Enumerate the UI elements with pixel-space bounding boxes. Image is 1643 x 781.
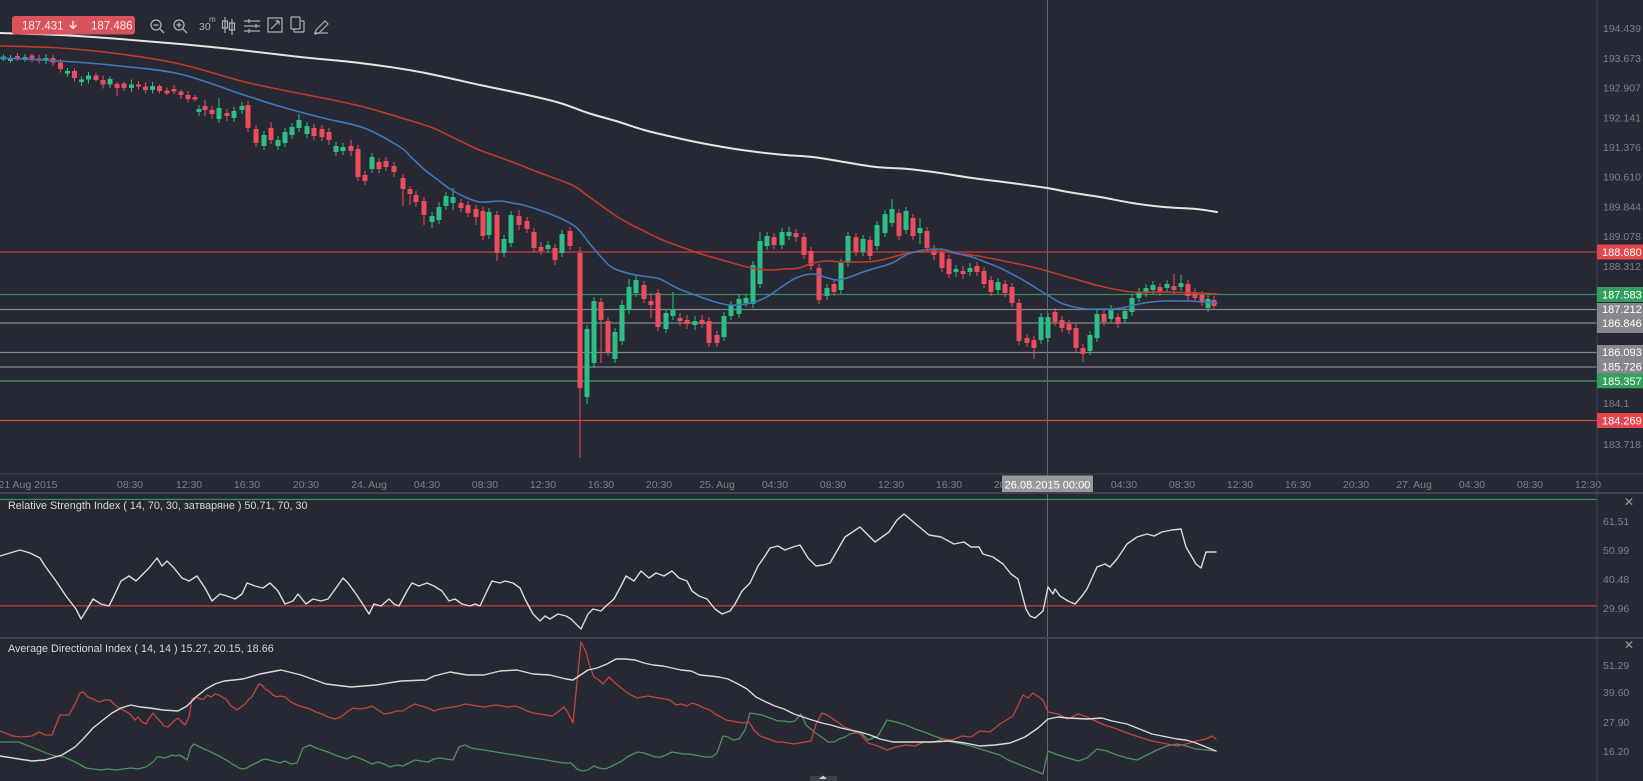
- svg-text:12:30: 12:30: [878, 479, 904, 491]
- svg-text:186.093: 186.093: [1602, 347, 1642, 359]
- svg-text:Average Directional Index ( 14: Average Directional Index ( 14, 14 ) 15.…: [8, 643, 274, 655]
- svg-text:08:30: 08:30: [117, 479, 143, 491]
- svg-text:26.08.2015 00:00: 26.08.2015 00:00: [1005, 480, 1091, 492]
- svg-text:61.51: 61.51: [1603, 516, 1629, 528]
- svg-text:187.486: 187.486: [91, 21, 133, 33]
- svg-text:188.680: 188.680: [1602, 247, 1642, 259]
- svg-text:08:30: 08:30: [1169, 479, 1195, 491]
- svg-text:16:30: 16:30: [1285, 479, 1311, 491]
- svg-text:12:30: 12:30: [1575, 479, 1601, 491]
- svg-text:08:30: 08:30: [820, 479, 846, 491]
- svg-text:24. Aug: 24. Aug: [351, 479, 387, 491]
- svg-text:20:30: 20:30: [1343, 479, 1369, 491]
- svg-text:27. Aug: 27. Aug: [1396, 479, 1432, 491]
- svg-text:20:30: 20:30: [646, 479, 672, 491]
- svg-text:29.96: 29.96: [1603, 603, 1629, 615]
- svg-text:12:30: 12:30: [1227, 479, 1253, 491]
- svg-text:185.357: 185.357: [1602, 376, 1642, 388]
- svg-text:192.141: 192.141: [1603, 112, 1641, 124]
- svg-text:192.907: 192.907: [1603, 83, 1641, 95]
- svg-text:187.431: 187.431: [22, 21, 64, 33]
- svg-text:190.610: 190.610: [1603, 172, 1641, 184]
- svg-text:08:30: 08:30: [472, 479, 498, 491]
- svg-text:187.583: 187.583: [1602, 290, 1642, 302]
- svg-text:39.60: 39.60: [1603, 687, 1629, 699]
- svg-text:51.29: 51.29: [1603, 660, 1629, 672]
- svg-text:184.1: 184.1: [1603, 398, 1629, 410]
- svg-text:187.212: 187.212: [1602, 304, 1642, 316]
- svg-text:04:30: 04:30: [414, 479, 440, 491]
- svg-text:16:30: 16:30: [234, 479, 260, 491]
- svg-text:16:30: 16:30: [936, 479, 962, 491]
- svg-text:Relative Strength Index ( 14,: Relative Strength Index ( 14, 70, 30, за…: [8, 500, 307, 512]
- svg-text:186.846: 186.846: [1602, 318, 1642, 330]
- svg-text:08:30: 08:30: [1517, 479, 1543, 491]
- svg-text:04:30: 04:30: [1111, 479, 1137, 491]
- svg-text:30: 30: [199, 21, 211, 33]
- svg-text:50.99: 50.99: [1603, 545, 1629, 557]
- svg-text:✕: ✕: [1624, 638, 1634, 652]
- svg-text:188.312: 188.312: [1603, 261, 1641, 273]
- svg-text:189.844: 189.844: [1603, 201, 1641, 213]
- svg-text:191.376: 191.376: [1603, 142, 1641, 154]
- svg-text:✕: ✕: [1624, 495, 1634, 509]
- svg-text:04:30: 04:30: [762, 479, 788, 491]
- svg-text:16.20: 16.20: [1603, 746, 1629, 758]
- svg-text:185.726: 185.726: [1602, 362, 1642, 374]
- svg-text:04:30: 04:30: [1459, 479, 1485, 491]
- svg-text:40.48: 40.48: [1603, 574, 1629, 586]
- svg-text:20:30: 20:30: [293, 479, 319, 491]
- svg-text:16:30: 16:30: [588, 479, 614, 491]
- svg-text:12:30: 12:30: [530, 479, 556, 491]
- svg-text:194.439: 194.439: [1603, 23, 1641, 35]
- svg-text:189.078: 189.078: [1603, 231, 1641, 243]
- svg-text:193.673: 193.673: [1603, 53, 1641, 65]
- svg-text:m: m: [209, 15, 216, 24]
- svg-text:25. Aug: 25. Aug: [699, 479, 735, 491]
- svg-text:12:30: 12:30: [176, 479, 202, 491]
- svg-text:21 Aug 2015: 21 Aug 2015: [0, 479, 58, 491]
- svg-text:27.90: 27.90: [1603, 717, 1629, 729]
- svg-text:183.718: 183.718: [1603, 439, 1641, 451]
- svg-text:184.269: 184.269: [1602, 416, 1642, 428]
